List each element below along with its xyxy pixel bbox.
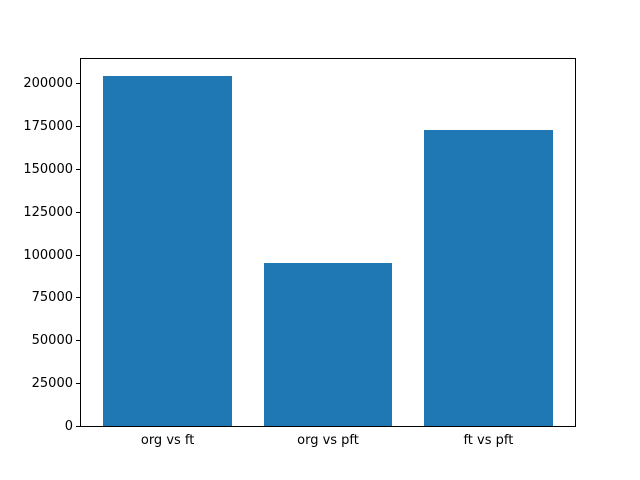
y-tick-label: 50000 [31, 333, 73, 349]
plot-area [80, 58, 576, 427]
x-tick-label: ft vs pft [463, 433, 514, 448]
y-tick-mark [76, 426, 80, 427]
bar-org-vs-ft [103, 76, 232, 426]
bar-org-vs-pft [263, 263, 393, 426]
y-tick-label: 0 [64, 419, 73, 434]
x-tick-label: org vs pft [297, 433, 359, 448]
y-tick-mark [76, 211, 80, 213]
y-tick-mark [76, 126, 80, 128]
y-tick-label: 125000 [23, 204, 73, 220]
y-tick-label: 25000 [31, 376, 73, 392]
y-tick-label: 100000 [23, 247, 73, 263]
y-tick-mark [76, 297, 80, 299]
y-tick-mark [76, 383, 80, 385]
y-tick-mark [76, 254, 80, 256]
y-tick-label: 75000 [31, 290, 73, 306]
y-tick-label: 150000 [23, 161, 73, 177]
bar-ft-vs-pft [424, 129, 553, 426]
y-tick-mark [76, 340, 80, 342]
y-tick-label: 200000 [23, 76, 73, 92]
y-tick-label: 175000 [23, 119, 73, 135]
y-tick-mark [76, 83, 80, 85]
y-tick-mark [76, 168, 80, 170]
x-tick-label: org vs ft [140, 433, 195, 448]
